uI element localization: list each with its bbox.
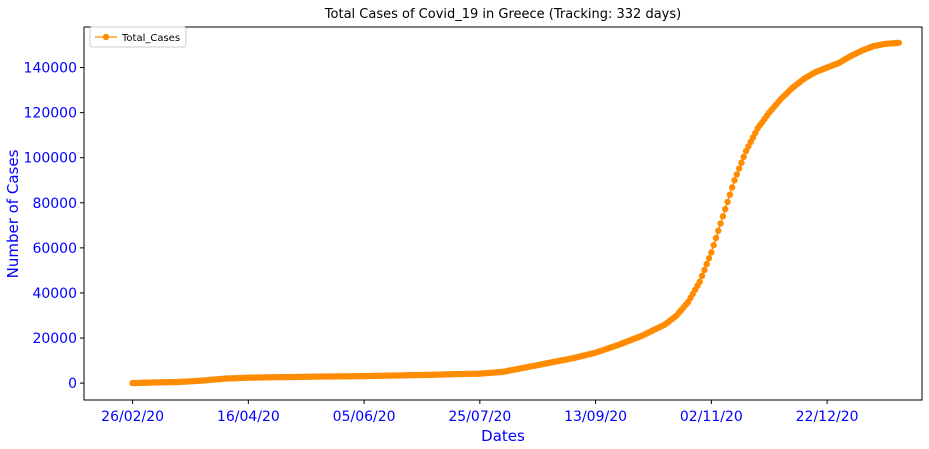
y-axis-ticks: 0 20000 40000 60000 80000 100000 120000 140000 bbox=[24, 61, 84, 392]
data-point bbox=[724, 198, 731, 206]
data-point bbox=[719, 213, 727, 220]
data-point bbox=[740, 153, 747, 161]
x-tick-label: 16/04/20 bbox=[217, 409, 280, 425]
legend-marker-swatch bbox=[102, 33, 110, 41]
x-tick-label: 13/09/20 bbox=[564, 409, 627, 425]
data-point bbox=[728, 184, 736, 191]
plot-area bbox=[83, 26, 923, 401]
data-point bbox=[717, 220, 724, 227]
data-point bbox=[701, 266, 708, 274]
data-point bbox=[703, 260, 710, 268]
data-point bbox=[726, 191, 734, 198]
y-tick-label: 20000 bbox=[32, 331, 77, 347]
data-point bbox=[712, 234, 720, 242]
y-tick-label: 100000 bbox=[24, 151, 77, 167]
y-tick-label: 40000 bbox=[32, 286, 77, 302]
chart-title: Total Cases of Covid_19 in Greece (Track… bbox=[324, 7, 681, 22]
y-tick-label: 140000 bbox=[24, 61, 77, 77]
data-point bbox=[731, 177, 738, 184]
x-tick-label: 02/11/20 bbox=[680, 409, 743, 425]
x-tick-label: 22/12/20 bbox=[796, 409, 859, 425]
x-tick-label: 05/06/20 bbox=[333, 409, 396, 425]
x-tick-label: 26/02/20 bbox=[101, 409, 164, 425]
y-tick-label: 60000 bbox=[32, 241, 77, 257]
y-axis-label: Number of Cases bbox=[4, 149, 22, 278]
legend: Total_Cases bbox=[89, 26, 187, 48]
data-point bbox=[710, 241, 717, 249]
data-point bbox=[722, 205, 729, 213]
data-point bbox=[738, 159, 745, 166]
y-tick-label: 0 bbox=[68, 376, 77, 392]
y-tick-label: 120000 bbox=[24, 106, 77, 122]
data-point bbox=[735, 165, 743, 172]
series-layer bbox=[129, 39, 903, 387]
data-point bbox=[895, 39, 903, 46]
data-point bbox=[705, 255, 713, 262]
x-axis-label: Dates bbox=[481, 427, 525, 445]
plot-border bbox=[83, 26, 923, 401]
legend-box bbox=[89, 26, 187, 48]
legend-entry-total-cases: Total_Cases bbox=[121, 33, 180, 44]
data-point bbox=[733, 171, 741, 178]
y-tick-label: 80000 bbox=[32, 196, 77, 212]
data-point bbox=[708, 249, 715, 256]
data-point bbox=[715, 227, 722, 234]
data-point bbox=[696, 278, 703, 285]
data-point bbox=[698, 272, 706, 280]
x-axis-ticks: 26/02/20 16/04/20 05/06/20 25/07/20 13/09/20… bbox=[101, 400, 859, 425]
x-tick-label: 25/07/20 bbox=[448, 409, 511, 425]
